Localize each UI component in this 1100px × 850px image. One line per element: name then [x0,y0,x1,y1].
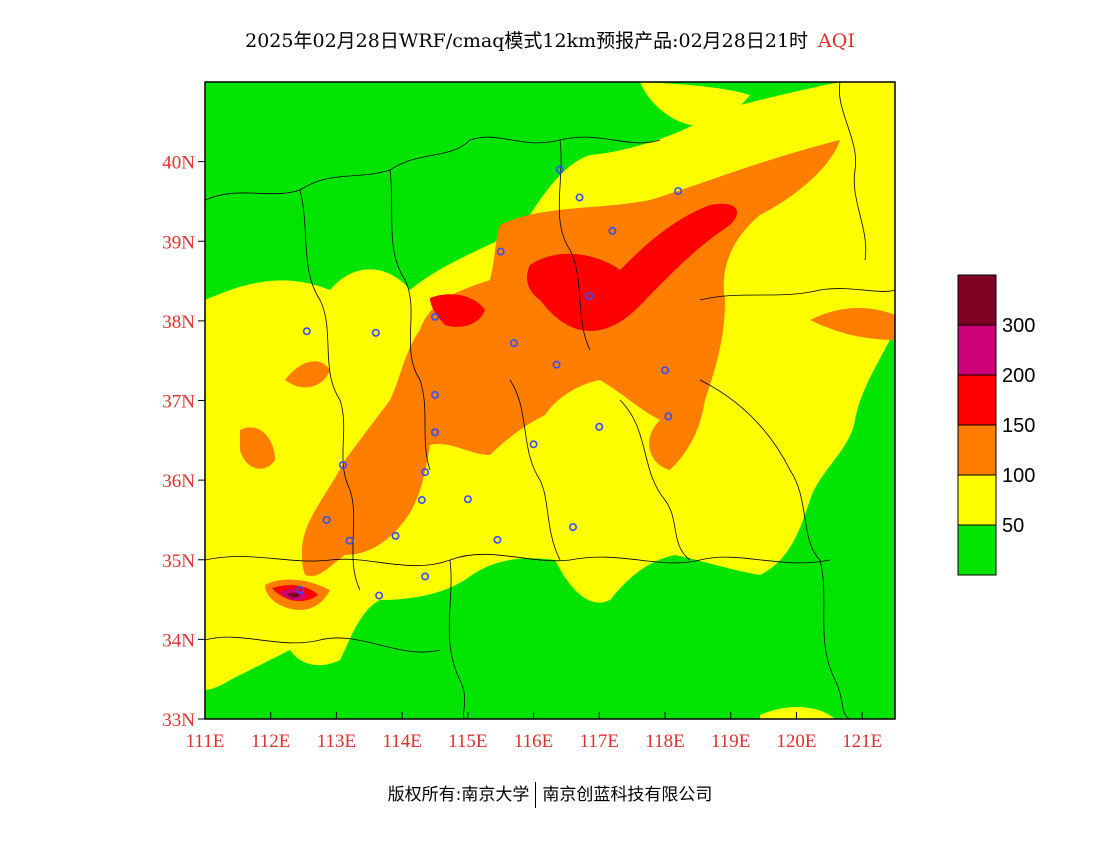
station-marker [529,440,538,449]
aqi-color-legend: 50 100 150 200 300 [957,274,1035,576]
y-tick-label: 38N [162,312,195,333]
station-marker [338,460,347,469]
station-marker [555,165,564,174]
longitude-axis: 111E 112E 113E 114E 115E 116E 117E 118E 119E 120E… [186,712,882,752]
title-main: 2025年02月28日WRF/cmaq模式12km预报产品:02月28日21时 [245,30,809,52]
city-station-markers [296,165,683,600]
station-marker [375,591,384,600]
x-tick-label: 112E [251,731,290,752]
station-marker [664,412,673,421]
station-marker [417,496,426,505]
legend-swatch [957,274,997,326]
station-marker [575,193,584,202]
y-tick-label: 35N [162,551,195,572]
station-marker [421,572,430,581]
footer-separator [535,782,537,808]
station-marker [302,327,311,336]
copyright-text: 版权所有:南京大学 [387,785,530,805]
y-tick-label: 40N [162,153,195,174]
latitude-axis: 33N 34N 35N 36N 37N 38N 39N 40N [162,153,205,731]
y-tick-label: 33N [162,710,195,731]
station-marker [322,515,331,524]
y-tick-label: 37N [162,392,195,413]
legend-swatch [957,374,997,426]
legend-label: 100 [1002,465,1035,487]
station-marker [463,495,472,504]
legend-label: 50 [1002,515,1024,537]
x-tick-label: 121E [842,731,882,752]
y-tick-label: 34N [162,630,195,651]
x-tick-label: 114E [382,731,421,752]
company-text: 南京创蓝科技有限公司 [542,785,713,805]
x-tick-label: 117E [580,731,619,752]
x-tick-label: 119E [711,731,750,752]
station-marker [660,366,669,375]
station-marker [674,187,683,196]
x-tick-label: 111E [186,731,225,752]
legend-label: 150 [1002,415,1035,437]
station-marker [391,531,400,540]
station-marker [430,390,439,399]
aqi-field [205,82,895,719]
aqi-hazardous-zone [287,592,300,598]
title-variable: AQI [818,30,855,52]
y-tick-label: 36N [162,471,195,492]
station-marker [371,328,380,337]
x-tick-label: 118E [645,731,684,752]
copyright-footer: 版权所有:南京大学 南京创蓝科技有限公司 [0,780,1100,808]
map-title: 2025年02月28日WRF/cmaq模式12km预报产品:02月28日21时 A… [0,26,1100,53]
station-marker [509,339,518,348]
station-marker [595,422,604,431]
station-marker [552,360,561,369]
legend-label: 300 [1002,315,1035,337]
legend-swatch [957,424,997,476]
boundary-lines [205,82,895,719]
y-tick-label: 39N [162,232,195,253]
legend-swatch [957,324,997,376]
station-marker [568,523,577,532]
x-tick-label: 120E [776,731,816,752]
station-marker [608,226,617,235]
x-tick-label: 116E [514,731,553,752]
legend-label: 200 [1002,365,1035,387]
station-marker [496,247,505,256]
station-marker [493,535,502,544]
station-marker [345,536,354,545]
station-marker [585,292,594,301]
legend-swatch [957,524,997,576]
x-tick-label: 113E [317,731,356,752]
aqi-usg-zones [240,140,895,610]
station-marker [430,312,439,321]
x-tick-label: 115E [448,731,487,752]
legend-swatch [957,474,997,526]
station-marker [421,468,430,477]
station-marker [296,586,305,595]
station-marker [430,428,439,437]
